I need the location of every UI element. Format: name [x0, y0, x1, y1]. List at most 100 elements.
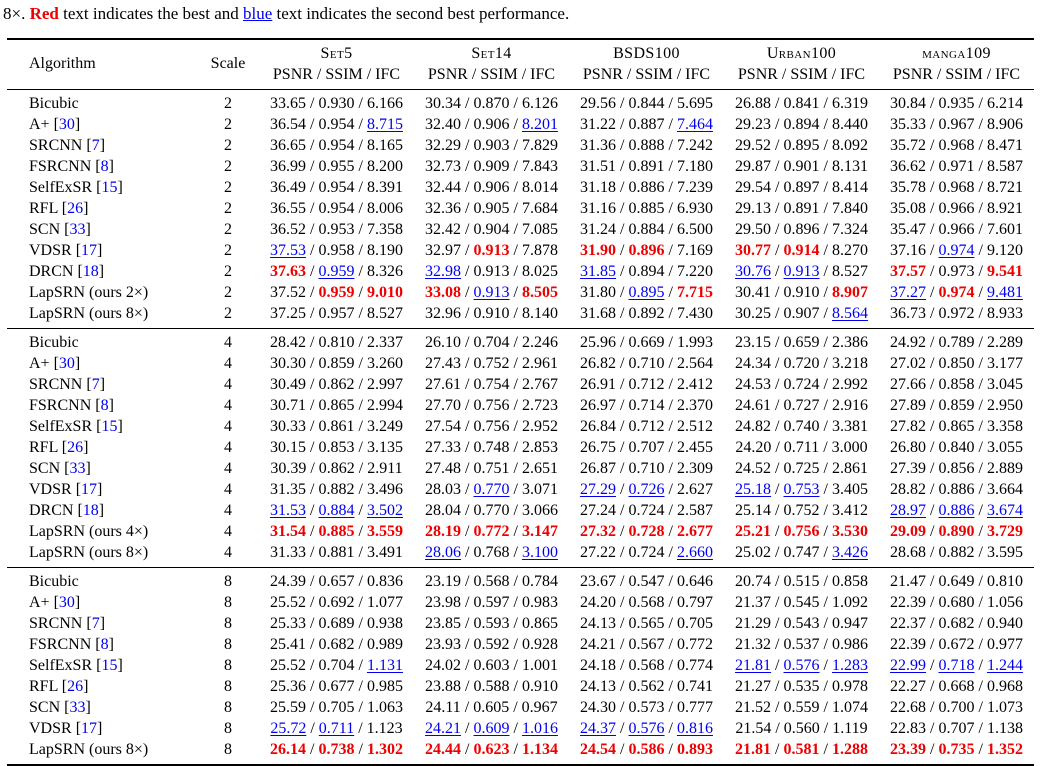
metric-cell: 37.52 / 0.959 / 9.010 — [270, 284, 403, 301]
metric-value: 27.70 — [425, 397, 462, 414]
metric-value: 0.772 — [676, 636, 713, 653]
metric-value: 0.967 — [521, 699, 558, 716]
metric-value: 8.440 — [831, 116, 868, 133]
citation-link[interactable]: 15 — [101, 657, 118, 674]
metric-cell: 32.40 / 0.906 / 8.201 — [425, 116, 558, 133]
algorithm-cell: LapSRN (ours 8×) — [7, 542, 197, 568]
citation-link[interactable]: 30 — [58, 116, 75, 133]
metric-cell: 27.82 / 0.865 / 3.358 — [890, 418, 1023, 435]
metric-value: 0.543 — [783, 615, 820, 632]
citation-link[interactable]: 15 — [101, 179, 118, 196]
algorithm-cell: SCN [33] — [29, 460, 91, 477]
algorithm-cell: DRCN [18] — [29, 263, 105, 280]
metric-value: 2.677 — [676, 523, 713, 540]
citation-link[interactable]: 18 — [82, 263, 99, 280]
citation-link[interactable]: 30 — [58, 355, 75, 372]
citation-link[interactable]: 17 — [81, 720, 98, 737]
metric-value: 32.97 — [425, 242, 462, 259]
table-row: A+ [30] 8 25.52 / 0.692 / 1.077 23.98 / 0.5… — [7, 592, 1034, 613]
algorithm-cell: A+ [30] — [29, 594, 81, 611]
table-row: SRCNN [7] 2 36.65 / 0.954 / 8.165 32.29 / 0… — [7, 135, 1034, 156]
citation-link[interactable]: 30 — [58, 594, 75, 611]
metric-cell: 21.27 / 0.535 / 0.978 — [735, 678, 868, 695]
metric-value: 3.177 — [986, 355, 1023, 372]
citation-link[interactable]: 26 — [67, 678, 84, 695]
dataset-name: Set5 — [320, 45, 353, 62]
metric-cell: 26.82 / 0.710 / 2.564 — [580, 355, 713, 372]
table-row: FSRCNN [8] 2 36.99 / 0.955 / 8.200 32.73 / … — [7, 156, 1034, 177]
algorithm-cell: LapSRN (ours 8×) — [7, 303, 197, 329]
metric-value: 0.865 — [318, 397, 355, 414]
metric-cell: 28.42 / 0.810 / 2.337 — [270, 334, 403, 351]
column-header-algorithm: Algorithm — [29, 55, 96, 72]
metric-value: 8.025 — [521, 263, 558, 280]
metric-value: 0.896 — [628, 242, 665, 259]
metric-value: 0.797 — [676, 594, 713, 611]
citation-link[interactable]: 8 — [100, 636, 109, 653]
metric-cell: 23.98 / 0.597 / 0.983 — [425, 594, 558, 611]
dataset-name: manga109 — [922, 45, 991, 62]
metric-value: 37.25 — [270, 305, 307, 322]
metric-value: 0.728 — [628, 523, 665, 540]
table-row: Bicubic 8 24.39 / 0.657 / 0.836 23.19 / 0.5… — [7, 568, 1034, 593]
metric-value: 0.705 — [318, 699, 355, 716]
citation-link[interactable]: 7 — [91, 137, 100, 154]
metric-value: 2.994 — [366, 397, 403, 414]
scale-cell: 2 — [224, 242, 232, 259]
metric-cell: 25.59 / 0.705 / 1.063 — [270, 699, 403, 716]
citation-link[interactable]: 33 — [69, 460, 86, 477]
citation-link[interactable]: 7 — [91, 376, 100, 393]
metric-cell: 27.89 / 0.859 / 2.950 — [890, 397, 1023, 414]
algorithm-cell: VDSR [17] — [29, 242, 103, 259]
metric-value: 27.22 — [580, 544, 617, 561]
algorithm-name: RFL — [29, 200, 58, 217]
metric-value: 0.609 — [473, 720, 510, 737]
metric-value: 33.08 — [425, 284, 462, 301]
citation-link[interactable]: 8 — [100, 158, 109, 175]
citation-link[interactable]: 26 — [67, 200, 84, 217]
metric-cell: 37.16 / 0.974 / 9.120 — [890, 242, 1023, 259]
metric-value: 32.96 — [425, 305, 462, 322]
scale-cell: 4 — [224, 397, 232, 414]
metric-cell: 25.02 / 0.747 / 3.426 — [735, 544, 868, 561]
algorithm-cell: SelfExSR [15] — [29, 418, 123, 435]
metric-value: 2.337 — [366, 334, 403, 351]
metric-value: 0.727 — [783, 397, 820, 414]
citation-link[interactable]: 33 — [69, 221, 86, 238]
metric-cell: 27.02 / 0.850 / 3.177 — [890, 355, 1023, 372]
scale-group-8: Bicubic 8 24.39 / 0.657 / 0.836 23.19 / 0.5… — [7, 567, 1034, 766]
citation-link[interactable]: 17 — [81, 481, 98, 498]
citation-link[interactable]: 7 — [91, 615, 100, 632]
metric-value: 0.968 — [938, 137, 975, 154]
scale-cell: 4 — [224, 523, 232, 540]
citation-link[interactable]: 26 — [67, 439, 84, 456]
metric-cell: 36.73 / 0.972 / 8.933 — [890, 305, 1023, 322]
citation-link[interactable]: 17 — [81, 242, 98, 259]
metric-cell: 24.20 / 0.711 / 3.000 — [735, 439, 868, 456]
metric-value: 2.952 — [521, 418, 558, 435]
algorithm-cell: SCN [33] — [29, 221, 91, 238]
metric-value: 37.63 — [270, 263, 307, 280]
algorithm-name: FSRCNN — [29, 158, 92, 175]
metric-value: 28.03 — [425, 481, 462, 498]
metric-value: 3.426 — [831, 544, 868, 561]
metric-value: 22.39 — [890, 594, 927, 611]
metric-value: 0.907 — [783, 305, 820, 322]
metric-value: 31.36 — [580, 137, 617, 154]
citation-link[interactable]: 8 — [100, 397, 109, 414]
metric-value: 0.568 — [473, 573, 510, 590]
metric-value: 32.36 — [425, 200, 462, 217]
metric-value: 0.957 — [318, 305, 355, 322]
citation-link[interactable]: 18 — [82, 502, 99, 519]
metric-value: 0.968 — [938, 179, 975, 196]
scale-cell: 2 — [224, 137, 232, 154]
metric-cell: 26.87 / 0.710 / 2.309 — [580, 460, 713, 477]
metric-value: 1.077 — [366, 594, 403, 611]
citation-link[interactable]: 15 — [101, 418, 118, 435]
metric-value: 0.940 — [986, 615, 1023, 632]
metric-value: 24.21 — [425, 720, 462, 737]
metric-value: 0.810 — [986, 573, 1023, 590]
citation-link[interactable]: 33 — [69, 699, 86, 716]
metric-value: 7.085 — [521, 221, 558, 238]
metric-value: 30.77 — [735, 242, 772, 259]
